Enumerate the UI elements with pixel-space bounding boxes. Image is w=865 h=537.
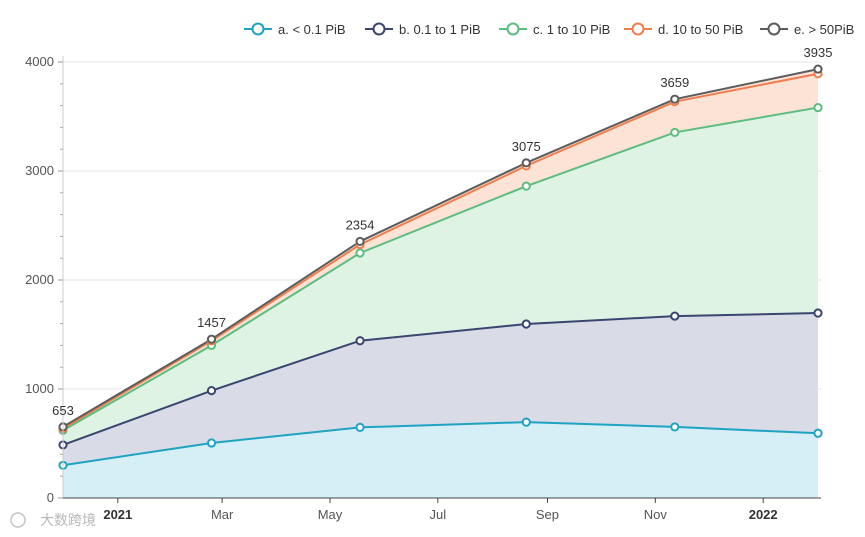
watermark-text: 大数跨境 xyxy=(40,513,96,529)
legend-item[interactable]: c. 1 to 10 PiB xyxy=(499,22,610,37)
watermark-logo-icon xyxy=(10,512,26,528)
total-data-label: 3659 xyxy=(660,75,689,90)
y-tick-label: 4000 xyxy=(25,54,54,69)
legend[interactable]: a. < 0.1 PiB b. 0.1 to 1 PiB c. 1 to 10 Pi… xyxy=(244,22,854,37)
series-area xyxy=(63,73,818,431)
x-tick-label: Nov xyxy=(644,507,668,522)
legend-label: d. 10 to 50 PiB xyxy=(658,22,743,37)
series-line xyxy=(62,72,819,430)
legend-label: b. 0.1 to 1 PiB xyxy=(399,22,481,37)
axes: 0 1000 2000 3000 4000 2021 Mar May Jul Sep Nov 2022 xyxy=(25,54,821,522)
point-layer xyxy=(58,64,823,470)
x-tick-label: Sep xyxy=(536,507,559,522)
data-point[interactable] xyxy=(355,336,365,346)
legend-marker-icon xyxy=(767,22,781,36)
x-tick-label: Jul xyxy=(430,507,447,522)
total-data-label: 3935 xyxy=(804,45,833,60)
legend-item[interactable]: a. < 0.1 PiB xyxy=(244,22,346,37)
data-point[interactable] xyxy=(670,422,680,432)
watermark: 大数跨境 xyxy=(10,512,96,529)
data-point[interactable] xyxy=(206,386,217,396)
data-point[interactable] xyxy=(521,417,531,427)
data-point[interactable] xyxy=(813,102,823,113)
data-point[interactable] xyxy=(355,422,365,432)
total-data-label: 3075 xyxy=(512,139,541,154)
area-layer xyxy=(63,69,818,498)
legend-label: c. 1 to 10 PiB xyxy=(533,22,610,37)
series-line xyxy=(62,106,819,432)
legend-item[interactable]: b. 0.1 to 1 PiB xyxy=(365,22,481,37)
legend-label: e. > 50PiB xyxy=(794,22,854,37)
y-tick-label: 0 xyxy=(47,490,54,505)
y-tick-label: 2000 xyxy=(25,272,54,287)
data-point[interactable] xyxy=(355,248,365,258)
legend-marker-icon xyxy=(631,22,645,36)
data-point[interactable] xyxy=(521,181,531,191)
data-labels: 653 1457 2354 3075 3659 3935 xyxy=(52,45,832,418)
data-point[interactable] xyxy=(521,158,531,168)
x-tick-label: 2022 xyxy=(749,507,778,522)
legend-marker-icon xyxy=(372,22,386,36)
data-point[interactable] xyxy=(670,311,680,321)
legend-marker-icon xyxy=(506,22,520,36)
data-point[interactable] xyxy=(670,127,680,138)
legend-label: a. < 0.1 PiB xyxy=(278,22,346,37)
x-tick-label: May xyxy=(318,507,343,522)
y-tick-label: 1000 xyxy=(25,381,54,396)
line-layer xyxy=(62,68,819,467)
data-point[interactable] xyxy=(813,64,823,74)
legend-item[interactable]: d. 10 to 50 PiB xyxy=(624,22,743,37)
data-point[interactable] xyxy=(206,334,217,344)
series-area xyxy=(63,107,818,445)
series-line xyxy=(62,68,819,428)
total-data-label: 1457 xyxy=(197,315,226,330)
data-point[interactable] xyxy=(813,428,823,438)
series-line xyxy=(62,421,819,467)
series-line xyxy=(62,312,819,446)
y-tick-label: 3000 xyxy=(25,163,54,178)
data-point[interactable] xyxy=(813,308,823,318)
series-area xyxy=(63,422,818,498)
x-tick-label: 2021 xyxy=(103,507,132,522)
legend-item[interactable]: e. > 50PiB xyxy=(760,22,854,37)
total-data-label: 2354 xyxy=(346,217,375,232)
data-point[interactable] xyxy=(355,236,365,247)
data-point[interactable] xyxy=(670,94,680,104)
total-data-label: 653 xyxy=(52,403,74,418)
x-tick-label: Mar xyxy=(211,507,234,522)
legend-marker-icon xyxy=(251,22,265,36)
series-area xyxy=(63,313,818,466)
data-point[interactable] xyxy=(206,438,217,448)
data-point[interactable] xyxy=(521,319,531,329)
